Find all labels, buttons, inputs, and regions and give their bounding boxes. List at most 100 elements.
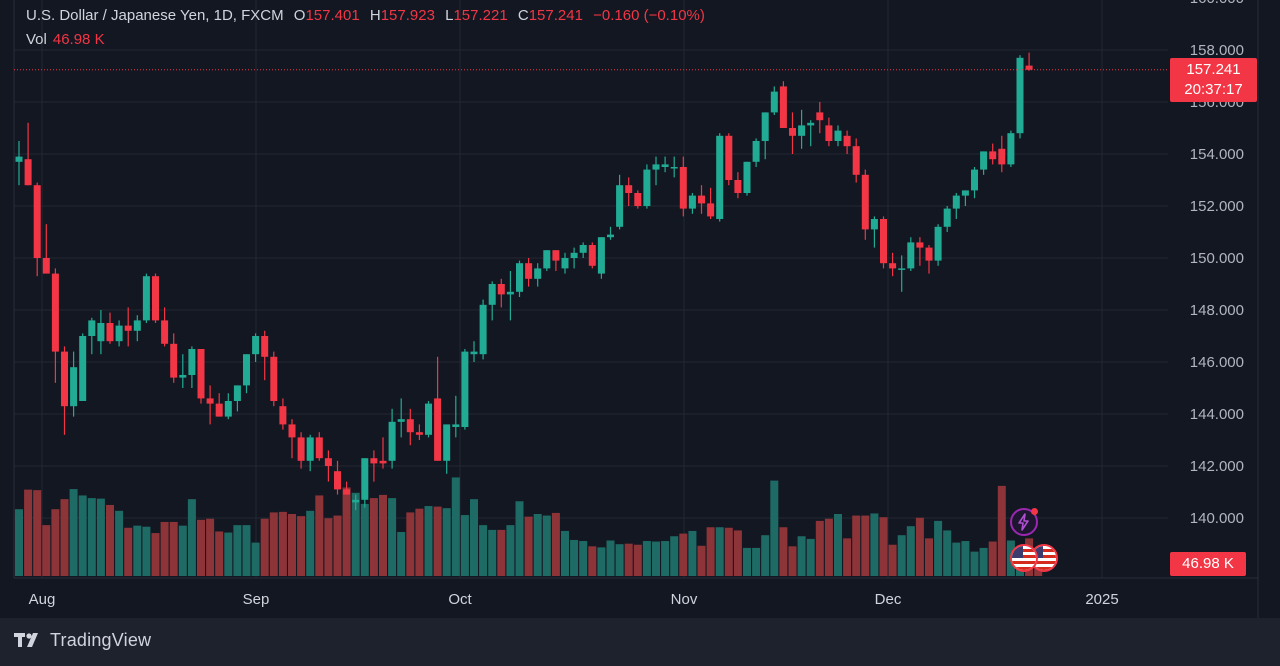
candle-body: [252, 336, 260, 355]
candle-body: [152, 276, 159, 321]
volume-bar: [852, 515, 861, 576]
y-tick-label: 160.000: [1190, 0, 1244, 7]
y-tick-label: 150.000: [1190, 250, 1244, 267]
volume-bar: [369, 498, 378, 576]
volume-bar: [897, 535, 906, 576]
volume-bar: [870, 513, 879, 576]
candle-body: [807, 122, 815, 126]
candle-body: [825, 125, 833, 141]
candle-body: [24, 159, 32, 186]
volume-bar: [515, 501, 524, 576]
volume-bar: [324, 518, 333, 576]
candle-body: [388, 421, 396, 461]
candle-body: [61, 351, 68, 407]
volume-bar: [697, 545, 706, 576]
candle-body: [597, 237, 605, 274]
candle-body: [170, 343, 178, 378]
change-value: −0.160 (−0.10%): [593, 7, 705, 24]
volume-bar: [106, 504, 114, 576]
volume-bar: [151, 533, 160, 576]
volume-bar: [233, 525, 242, 576]
close-value: 157.241: [528, 7, 583, 24]
candle-body: [834, 130, 842, 141]
volume-bar: [752, 547, 761, 576]
volume-bar: [251, 542, 260, 576]
candle-body: [961, 190, 969, 196]
candle-body: [534, 268, 542, 279]
brand-name: TradingView: [50, 630, 152, 650]
volume-bar: [806, 538, 815, 576]
volume-bar: [15, 509, 23, 576]
last-price-value: 157.241: [1186, 61, 1241, 78]
volume-bar: [415, 508, 424, 576]
volume-bar: [624, 543, 633, 576]
candle-body: [579, 245, 587, 253]
candle-body: [898, 268, 906, 270]
volume-bar: [715, 527, 724, 576]
volume-bar: [815, 520, 824, 576]
volume-bar: [470, 499, 478, 576]
candle-body: [543, 250, 551, 269]
volume-bar: [315, 495, 324, 576]
candle-body: [716, 135, 724, 219]
candle-body: [506, 291, 514, 295]
volume-bar: [488, 529, 497, 576]
volume-bar: [242, 525, 251, 576]
candle-body: [270, 356, 278, 401]
candle-body: [1016, 57, 1024, 134]
candle-body: [443, 424, 451, 461]
volume-bar: [388, 498, 397, 576]
candle-body: [989, 151, 997, 160]
candle-body: [1025, 65, 1033, 70]
candle-body: [707, 203, 715, 217]
volume-bar: [988, 541, 997, 576]
candle-body: [51, 273, 59, 352]
open-label: O: [293, 7, 306, 24]
y-tick-label: 146.000: [1190, 354, 1244, 371]
candle-body: [42, 258, 50, 274]
candle-body: [179, 375, 187, 378]
volume-bar: [269, 512, 278, 576]
tradingview-logo[interactable]: TradingView: [14, 630, 151, 651]
price-chart[interactable]: 160.000158.000156.000154.000152.000150.0…: [0, 0, 1280, 618]
y-tick-label: 154.000: [1190, 146, 1244, 163]
volume-bar: [288, 513, 296, 576]
high-value: 157.923: [380, 7, 435, 24]
candle-body: [934, 226, 942, 261]
candle-body: [525, 263, 533, 279]
time-axis[interactable]: Aug Sep Oct Nov Dec 2025: [29, 591, 1119, 608]
lightning-icon: [1018, 513, 1029, 531]
y-tick-label: 158.000: [1190, 42, 1244, 59]
candle-body: [188, 349, 196, 375]
volume-bar: [970, 551, 979, 576]
volume-bar: [460, 515, 469, 576]
volume-bar: [551, 512, 560, 576]
open-value: 157.401: [305, 7, 360, 24]
x-tick-label: Nov: [671, 591, 698, 608]
candle-body: [789, 128, 796, 136]
candle-body: [516, 263, 523, 292]
candle-body: [15, 156, 23, 162]
candle-body: [133, 320, 141, 331]
candle-body: [725, 135, 733, 180]
volume-bar: [824, 518, 833, 576]
volume-bar: [979, 547, 988, 576]
last-price-tag: 157.241 20:37:17: [1170, 58, 1257, 102]
volume-bar: [843, 538, 852, 576]
us-flag-event-icon[interactable]: [1010, 544, 1038, 572]
volume-bar: [497, 529, 506, 576]
volume-bar: [615, 544, 624, 576]
candle-body: [470, 351, 478, 355]
candle-body: [288, 424, 296, 438]
volume-bar: [606, 540, 615, 576]
volume-bar: [579, 541, 588, 576]
volume-bar: [69, 489, 78, 576]
candle-body: [798, 125, 806, 136]
candle-body: [206, 398, 214, 404]
volume-bar: [733, 530, 742, 576]
chart-background: [0, 0, 1280, 618]
volume-bar: [178, 525, 187, 576]
volume-bar: [652, 541, 660, 576]
price-axis[interactable]: 160.000158.000156.000154.000152.000150.0…: [1190, 0, 1244, 527]
volume-bar: [96, 498, 105, 576]
